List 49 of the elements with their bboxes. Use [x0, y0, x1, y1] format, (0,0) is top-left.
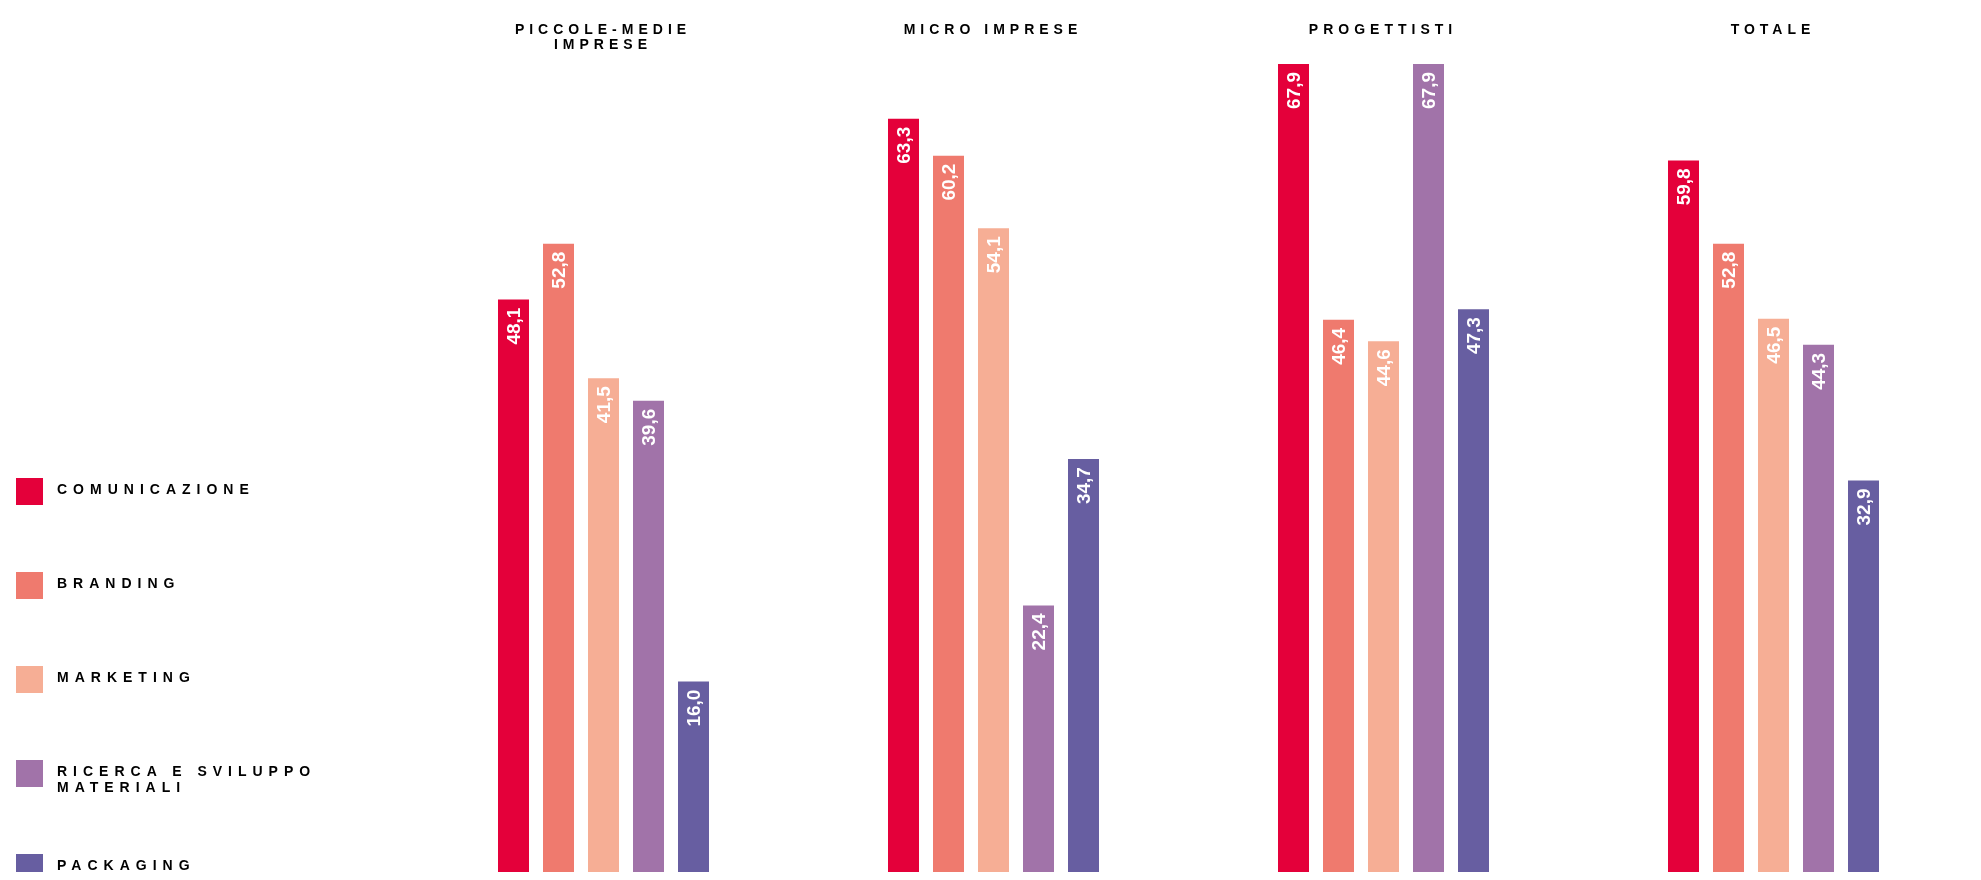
bar: [888, 118, 919, 872]
x-tick-label: TOTALE: [1730, 21, 1816, 37]
data-label: 52,8: [1718, 251, 1739, 289]
bar: [1368, 341, 1399, 872]
bar: [1458, 309, 1489, 872]
data-label: 52,8: [548, 251, 569, 289]
bar: [1713, 243, 1744, 872]
data-label: 16,0: [683, 689, 704, 727]
bar: [543, 243, 574, 872]
bar: [633, 400, 664, 872]
data-label: 44,6: [1373, 349, 1394, 387]
data-label: 59,8: [1673, 168, 1694, 206]
data-label: 63,3: [893, 126, 914, 164]
bar: [1803, 344, 1834, 872]
legend-label: COMUNICAZIONE: [57, 481, 256, 497]
x-tick-label: PICCOLE-MEDIE IMPRESE: [514, 21, 692, 52]
data-label: 34,7: [1073, 467, 1094, 505]
bar: [1278, 64, 1309, 872]
data-label: 54,1: [983, 235, 1004, 274]
bar: [1668, 160, 1699, 872]
bar: [933, 155, 964, 872]
bar: [1323, 319, 1354, 872]
data-label: 46,4: [1328, 327, 1349, 365]
data-label: 32,9: [1853, 488, 1874, 526]
data-label: 67,9: [1418, 72, 1439, 109]
data-label: 47,3: [1463, 317, 1484, 355]
x-tick-label: PROGETTISTI: [1308, 21, 1458, 37]
bar: [1758, 318, 1789, 872]
data-label: 46,5: [1763, 326, 1784, 364]
data-label: 44,3: [1808, 352, 1829, 390]
data-label: 39,6: [638, 408, 659, 446]
legend-label: RICERCA E SVILUPPO MATERIALI: [57, 763, 318, 795]
bar: [588, 378, 619, 872]
bar: [1068, 459, 1099, 872]
legend-label: BRANDING: [57, 575, 182, 591]
bar: [1413, 64, 1444, 872]
legend-label: PACKAGING: [57, 857, 197, 873]
data-label: 60,2: [938, 163, 959, 201]
bar: [1848, 480, 1879, 872]
bar: [498, 299, 529, 872]
data-label: 22,4: [1028, 613, 1049, 651]
bar: [678, 681, 709, 872]
legend-label: MARKETING: [57, 669, 197, 685]
data-label: 41,5: [593, 385, 614, 424]
bar: [978, 228, 1009, 872]
data-label: 67,9: [1283, 72, 1304, 109]
data-label: 48,1: [503, 307, 524, 345]
x-tick-label: MICRO IMPRESE: [903, 21, 1083, 37]
bar: [1023, 605, 1054, 872]
